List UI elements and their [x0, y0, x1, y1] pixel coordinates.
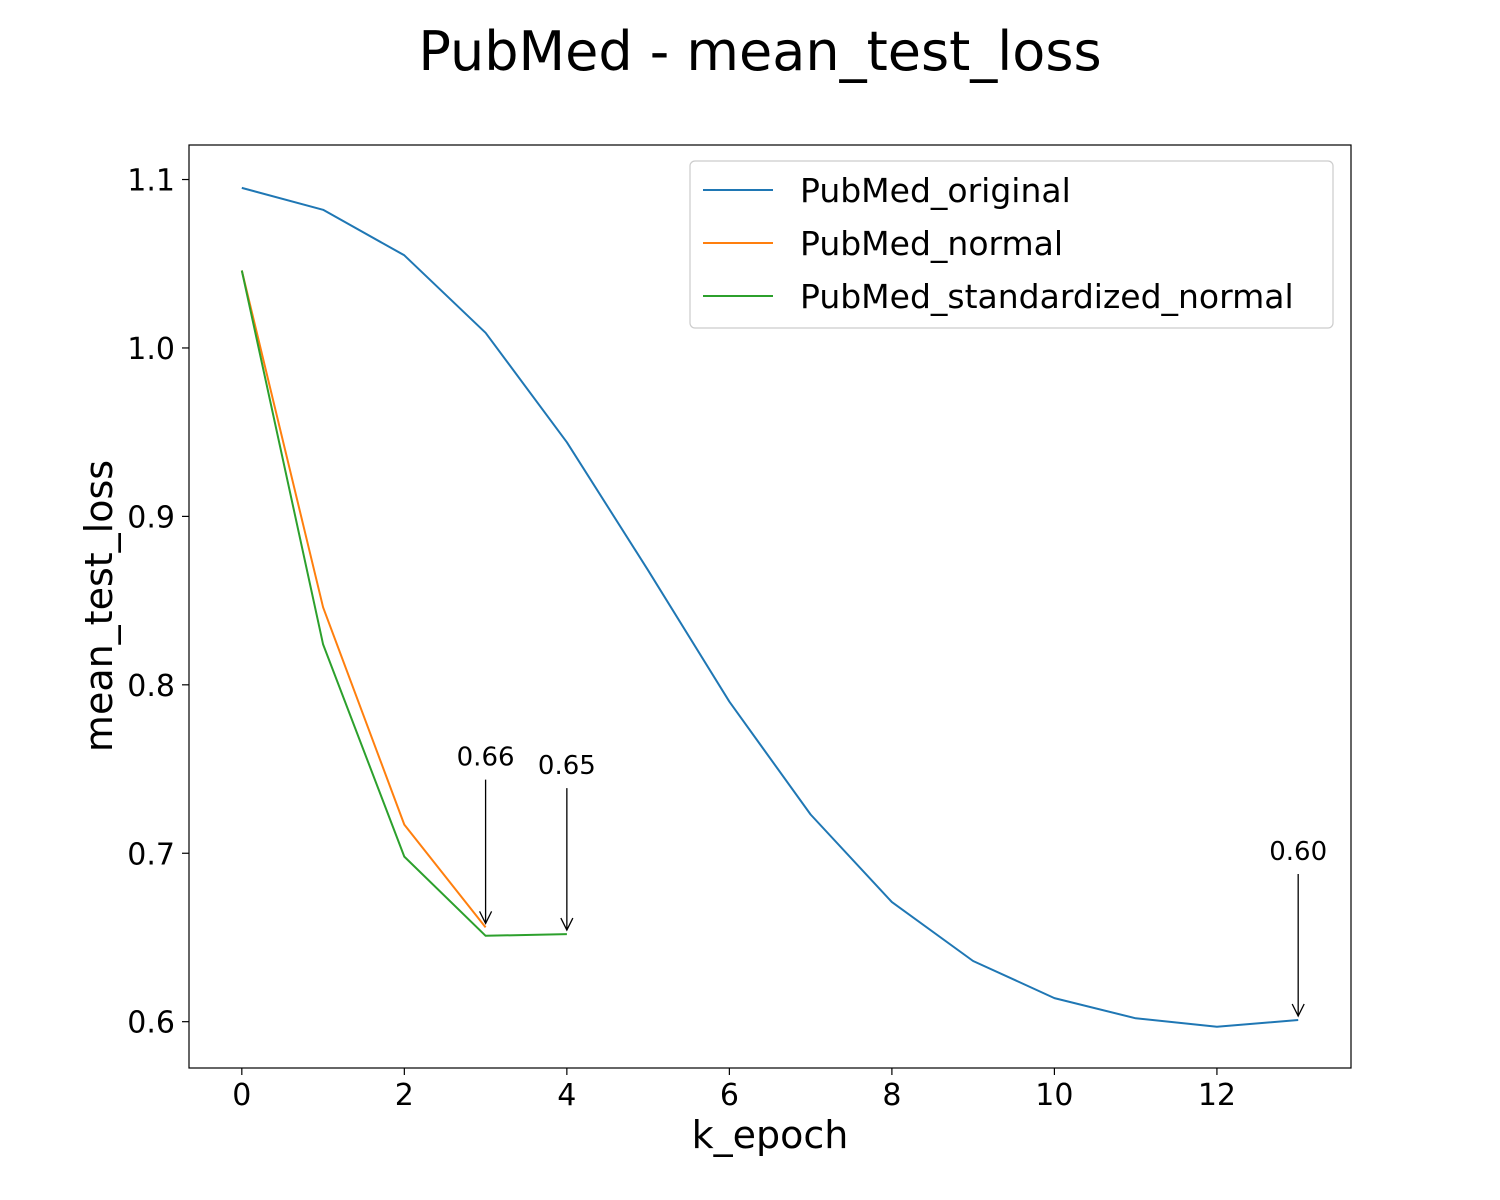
y-tick-label: 1.0 [127, 332, 175, 367]
annotation-label: 0.66 [457, 743, 515, 773]
x-axis: 0 2 4 6 8 10 12 [232, 1068, 1236, 1113]
annotation-arrowhead [479, 911, 493, 925]
x-tick-label: 2 [395, 1078, 414, 1113]
x-tick-label: 8 [882, 1078, 901, 1113]
series-line-PubMed_normal [240, 270, 487, 929]
annotation-arrowhead [1291, 1003, 1305, 1018]
series-line-PubMed_standardized_normal [240, 270, 567, 937]
annotations: 0.66 0.65 0.60 [457, 743, 1327, 1018]
y-tick-label: 0.8 [127, 669, 175, 704]
plot-area [188, 144, 1352, 1069]
legend-entry: PubMed_standardized_normal [800, 277, 1294, 316]
y-axis-title: mean_test_loss [77, 460, 121, 752]
x-tick-label: 12 [1198, 1078, 1236, 1113]
legend-entry: PubMed_normal [800, 224, 1063, 263]
x-tick-label: 0 [232, 1078, 251, 1113]
y-axis: 0.6 0.7 0.8 0.9 1.0 1.1 [127, 164, 189, 1041]
legend: PubMed_original PubMed_normal PubMed_stand… [689, 160, 1334, 329]
legend-entry: PubMed_original [800, 171, 1071, 210]
y-tick-label: 0.6 [127, 1006, 175, 1041]
series-line-PubMed_original [241, 186, 1299, 1028]
annotation-label: 0.65 [538, 751, 596, 781]
y-tick-label: 1.1 [127, 164, 175, 199]
legend-box [689, 160, 1334, 329]
x-tick-label: 6 [720, 1078, 739, 1113]
series-layer [240, 186, 1299, 1028]
x-tick-label: 4 [557, 1078, 576, 1113]
x-axis-title: k_epoch [692, 1113, 849, 1157]
chart-title: PubMed - mean_test_loss [418, 20, 1101, 83]
annotation-label: 0.60 [1269, 837, 1327, 867]
x-tick-label: 10 [1035, 1078, 1073, 1113]
annotation-arrowhead [560, 917, 574, 932]
y-tick-label: 0.9 [127, 500, 175, 535]
y-tick-label: 0.7 [127, 837, 175, 872]
